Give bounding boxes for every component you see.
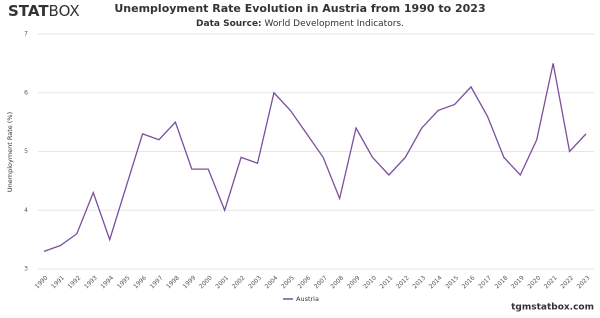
x-tick-label: 1991 bbox=[50, 274, 66, 290]
y-tick-label: 6 bbox=[24, 89, 28, 96]
x-tick-label: 2007 bbox=[313, 274, 329, 290]
logo: STATBOX bbox=[8, 2, 80, 20]
x-tick-label: 2014 bbox=[428, 274, 444, 290]
x-tick-label: 2008 bbox=[329, 274, 345, 290]
x-tick-label: 2012 bbox=[395, 274, 411, 290]
legend-label: Austria bbox=[296, 295, 319, 303]
x-tick-label: 1994 bbox=[99, 274, 115, 290]
x-tick-label: 2019 bbox=[510, 274, 526, 290]
x-tick-label: 2003 bbox=[247, 274, 263, 290]
x-tick-label: 2017 bbox=[477, 274, 493, 290]
y-tick-label: 4 bbox=[24, 207, 28, 214]
logo-light: BOX bbox=[49, 2, 80, 20]
y-axis-label: Unemployment Rate (%) bbox=[6, 112, 14, 192]
x-tick-label: 2015 bbox=[444, 274, 460, 290]
chart-title: Unemployment Rate Evolution in Austria f… bbox=[114, 2, 485, 15]
source-label: Data Source: bbox=[196, 19, 262, 29]
x-tick-label: 1998 bbox=[165, 274, 181, 290]
data-line bbox=[43, 63, 587, 252]
x-tick-label: 2011 bbox=[379, 274, 395, 290]
x-tick-label: 1999 bbox=[182, 274, 198, 290]
x-tick-label: 2004 bbox=[264, 274, 280, 290]
x-tick-label: 1993 bbox=[83, 274, 99, 290]
x-tick-label: 2023 bbox=[576, 274, 592, 290]
x-tick-label: 2000 bbox=[198, 274, 214, 290]
x-tick-label: 2009 bbox=[346, 274, 362, 290]
x-tick-label: 2002 bbox=[231, 274, 247, 290]
footer: tgmstatbox.com bbox=[511, 303, 594, 313]
x-tick-label: 2006 bbox=[297, 274, 313, 290]
y-tick-label: 5 bbox=[24, 148, 28, 155]
x-tick-label: 2010 bbox=[362, 274, 378, 290]
y-tick-label: 7 bbox=[24, 31, 28, 38]
x-tick-label: 2005 bbox=[280, 274, 296, 290]
x-tick-label: 1997 bbox=[149, 274, 165, 290]
source: World Development Indicators. bbox=[265, 19, 404, 29]
x-tick-label: 1990 bbox=[34, 274, 50, 290]
x-tick-label: 1996 bbox=[132, 274, 148, 290]
x-tick-label: 1995 bbox=[116, 274, 132, 290]
x-tick-label: 2022 bbox=[559, 274, 575, 290]
x-tick-label: 2001 bbox=[214, 274, 230, 290]
x-tick-label: 2013 bbox=[411, 274, 427, 290]
logo-bold: STAT bbox=[8, 2, 49, 20]
x-tick-label: 2020 bbox=[526, 274, 542, 290]
subtitle: Data Source: World Development Indicator… bbox=[196, 19, 404, 29]
x-tick-label: 1992 bbox=[67, 274, 83, 290]
x-tick-label: 2016 bbox=[461, 274, 477, 290]
x-tick-label: 2018 bbox=[494, 274, 510, 290]
x-tick-label: 2021 bbox=[543, 274, 559, 290]
y-tick-label: 3 bbox=[24, 266, 28, 273]
